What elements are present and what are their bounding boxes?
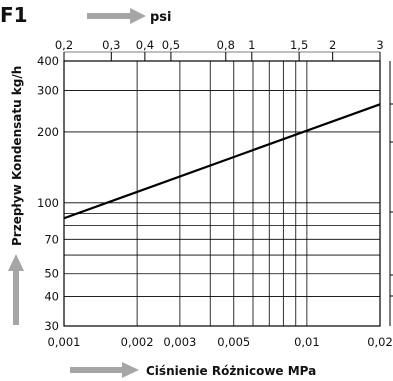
top-axis-ticks: 0,2 0,3 0,4 0,5 0,8 1 1,5 2 3: [55, 38, 384, 61]
arrow-right-icon: [70, 362, 139, 378]
top-tick-label: 3: [376, 38, 383, 52]
grid-lines: [63, 60, 381, 327]
top-tick-label: 0,5: [162, 38, 180, 52]
x-tick-label: 0,001: [48, 335, 81, 349]
series-line-1: [63, 103, 381, 220]
top-tick-label: 0,4: [136, 38, 154, 52]
top-tick-label: 0,2: [55, 38, 73, 52]
x-tick-label: 0,01: [294, 335, 320, 349]
x-tick-label: 0,003: [163, 335, 196, 349]
y-tick-label: 100: [37, 196, 59, 210]
x-axis-arrow: [70, 362, 139, 378]
y-tick-label: 300: [37, 83, 59, 97]
y-tick-label: 30: [44, 319, 59, 333]
x-tick-label: 0,005: [217, 335, 250, 349]
x-axis-ticks: 0,001 0,002 0,003 0,005 0,01 0,02: [48, 335, 393, 349]
top-tick-label: 0,8: [217, 38, 235, 52]
top-axis-label: psi: [150, 10, 172, 25]
top-tick-label: 1: [248, 38, 255, 52]
series-layer: [63, 103, 381, 220]
y-tick-label: 200: [37, 125, 59, 139]
top-tick-label: 1,5: [290, 38, 308, 52]
arrow-up-icon: [8, 254, 24, 325]
top-tick-label: 0,3: [102, 38, 120, 52]
y-axis-ticks: 30 40 50 70 100 200 300 400: [37, 54, 59, 333]
arrow-right-icon: [87, 8, 146, 24]
plot-frame: [63, 60, 381, 327]
y-tick-label: 50: [44, 267, 59, 281]
x-tick-label: 0,02: [367, 335, 393, 349]
y-tick-label: 400: [37, 54, 59, 68]
x-axis-label: Ciśnienie Różnicowe MPa: [146, 364, 316, 378]
top-tick-label: 2: [329, 38, 336, 52]
figure-label: F1: [0, 3, 28, 27]
y-tick-label: 40: [44, 290, 59, 304]
y-axis-arrow: [8, 254, 24, 325]
top-axis-arrow: [87, 8, 146, 24]
y-axis-label: Przepływ Kondensatu kg/h: [10, 66, 24, 246]
y-tick-label: 70: [44, 232, 59, 246]
x-tick-label: 0,002: [121, 335, 154, 349]
